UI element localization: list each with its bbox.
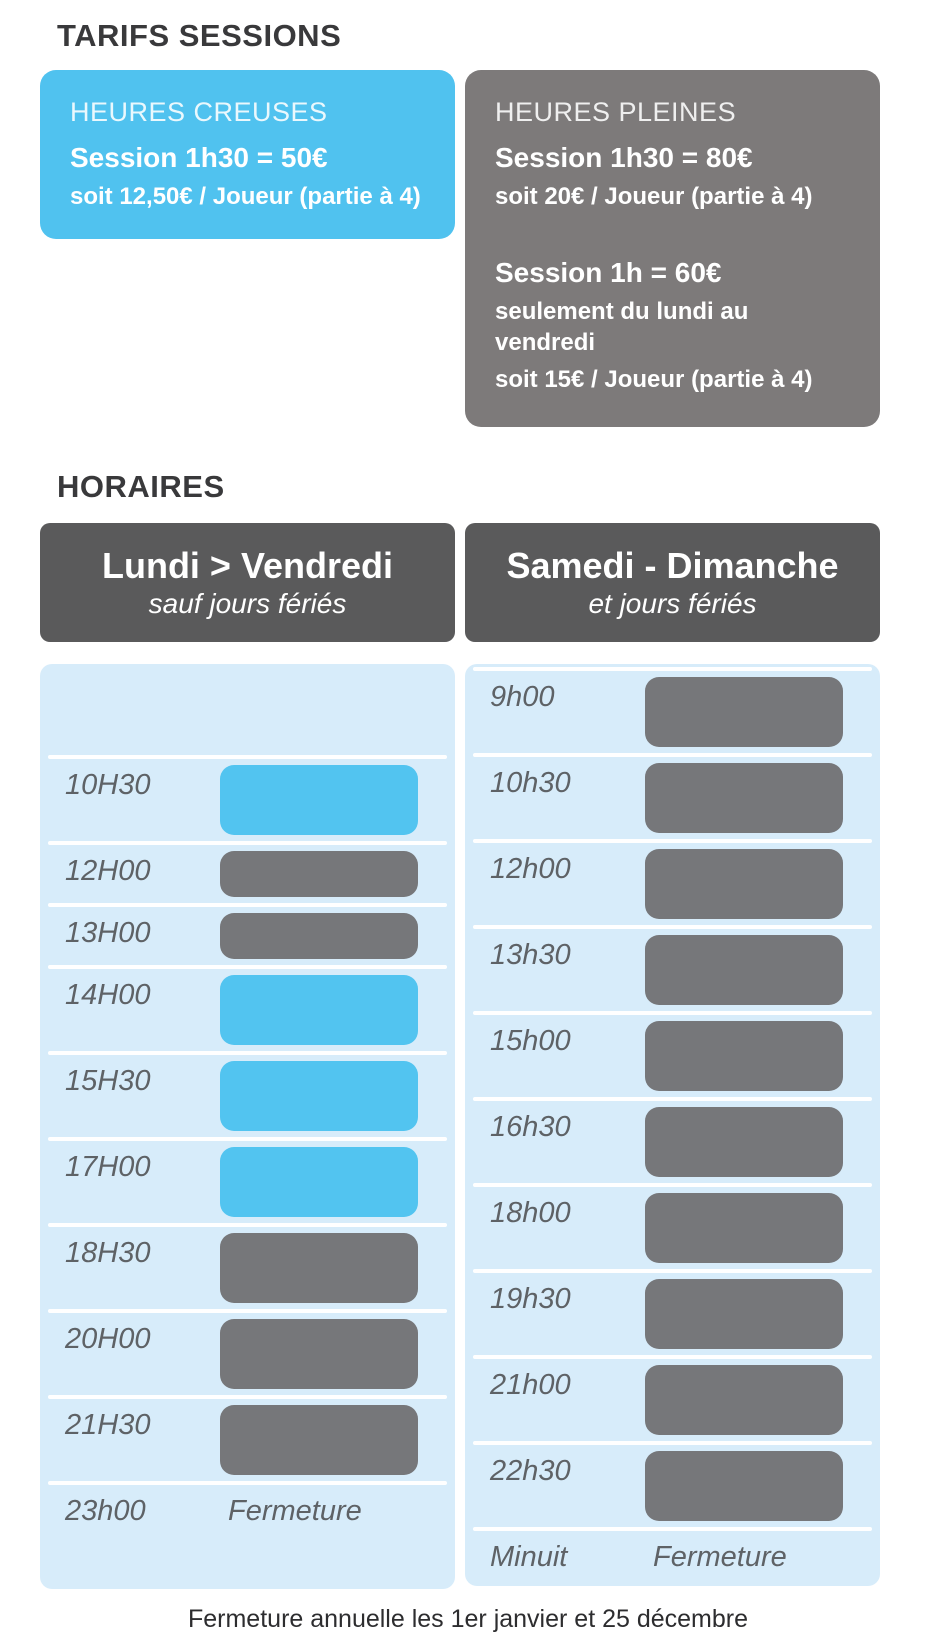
peak-session-block xyxy=(645,1451,843,1522)
schedule-row: 16h30 xyxy=(465,1097,880,1185)
peak-session-block xyxy=(220,851,418,898)
time-label: 16h30 xyxy=(490,1111,571,1144)
schedule-row: 15h00 xyxy=(465,1011,880,1099)
schedule-row: 15H30 xyxy=(40,1051,455,1139)
peak-session-block xyxy=(220,1319,418,1390)
peak-session-block xyxy=(645,1193,843,1264)
weekend-header-subtitle: et jours fériés xyxy=(588,587,757,619)
time-label: 19h30 xyxy=(490,1283,571,1316)
off-peak-session-block xyxy=(220,765,418,836)
horaires-title: HORAIRES xyxy=(57,469,225,505)
time-label: 10H30 xyxy=(65,769,151,802)
schedule-row: 14H00 xyxy=(40,965,455,1053)
schedule-row: 10H30 xyxy=(40,755,455,843)
off-peak-session-block xyxy=(220,1147,418,1218)
peak-session-block xyxy=(645,677,843,748)
peak-session-block xyxy=(220,1405,418,1476)
peak-per-player-1h30: soit 20€ / Joueur (partie à 4) xyxy=(495,183,813,211)
weekdays-header-subtitle: sauf jours fériés xyxy=(148,587,347,619)
time-label: 14H00 xyxy=(65,979,151,1012)
time-label: 13h30 xyxy=(490,939,571,972)
time-label: 22h30 xyxy=(490,1455,571,1488)
schedule-row: Minuit Fermeture xyxy=(465,1527,880,1586)
time-label: 23h00 xyxy=(65,1495,146,1528)
schedule-row: 18H30 xyxy=(40,1223,455,1311)
time-label: 15H30 xyxy=(65,1065,151,1098)
peak-per-player-1h: soit 15€ / Joueur (partie à 4) xyxy=(495,365,813,393)
time-label: 18H30 xyxy=(65,1237,151,1270)
closing-label: Fermeture xyxy=(653,1541,787,1574)
tariff-cards: HEURES CREUSES Session 1h30 = 50€ soit 1… xyxy=(40,70,896,428)
peak-price-1h30: Session 1h30 = 80€ xyxy=(495,142,753,174)
peak-label: HEURES PLEINES xyxy=(495,97,737,127)
schedule: Lundi > Vendredi sauf jours fériés 10H30… xyxy=(40,523,896,1590)
time-label: 17H00 xyxy=(65,1151,151,1184)
weekdays-header-title: Lundi > Vendredi xyxy=(101,544,394,586)
time-label: 12H00 xyxy=(65,855,151,888)
time-label xyxy=(40,664,220,757)
page-title: TARIFS SESSIONS xyxy=(57,18,342,53)
schedule-row: 13h30 xyxy=(465,925,880,1013)
peak-session-block xyxy=(645,1279,843,1350)
peak-session-block xyxy=(220,913,418,960)
schedule-row: 20H00 xyxy=(40,1309,455,1397)
peak-session-block xyxy=(645,849,843,920)
peak-condition: seulement du lundi au vendredi xyxy=(495,297,749,356)
time-label: 21h00 xyxy=(490,1369,571,1402)
peak-session-block xyxy=(220,1233,418,1304)
weekend-header-title: Samedi - Dimanche xyxy=(506,544,839,586)
annual-closing-note: Fermeture annuelle les 1er janvier et 25… xyxy=(187,1605,749,1634)
off-peak-label: HEURES CREUSES xyxy=(70,97,328,127)
weekend-panel: 9h00 10h30 12h00 13h30 15h00 16h30 18h00 19h30 2… xyxy=(465,664,880,1587)
schedule-row: 10h30 xyxy=(465,753,880,841)
weekend-header: Samedi - Dimanche et jours fériés xyxy=(465,523,880,643)
off-peak-price: Session 1h30 = 50€ xyxy=(70,142,328,174)
off-peak-per-player: soit 12,50€ / Joueur (partie à 4) xyxy=(70,183,421,211)
peak-price-1h: Session 1h = 60€ xyxy=(495,256,722,288)
off-peak-card: HEURES CREUSES Session 1h30 = 50€ soit 1… xyxy=(40,70,455,239)
schedule-row: 21H30 xyxy=(40,1395,455,1483)
closing-label: Fermeture xyxy=(228,1495,362,1528)
off-peak-session-block xyxy=(220,1061,418,1132)
peak-card: HEURES PLEINES Session 1h30 = 80€ soit 2… xyxy=(465,70,880,428)
time-label: 21H30 xyxy=(65,1409,151,1442)
schedule-row: 9h00 xyxy=(465,667,880,755)
weekdays-header: Lundi > Vendredi sauf jours fériés xyxy=(40,523,455,643)
schedule-row: 17H00 xyxy=(40,1137,455,1225)
weekend-column: Samedi - Dimanche et jours fériés 9h00 10… xyxy=(465,523,880,1587)
time-label: 12h00 xyxy=(490,853,571,886)
weekdays-column: Lundi > Vendredi sauf jours fériés 10H30… xyxy=(40,523,455,1590)
time-label: 15h00 xyxy=(490,1025,571,1058)
peak-session-block xyxy=(645,1107,843,1178)
peak-session-block xyxy=(645,935,843,1006)
schedule-row: 19h30 xyxy=(465,1269,880,1357)
time-label: 9h00 xyxy=(490,681,555,714)
schedule-row: 13H00 xyxy=(40,903,455,967)
schedule-row: 12h00 xyxy=(465,839,880,927)
schedule-row: 18h00 xyxy=(465,1183,880,1271)
schedule-row: 22h30 xyxy=(465,1441,880,1529)
time-label: 18h00 xyxy=(490,1197,571,1230)
schedule-row: 12H00 xyxy=(40,841,455,905)
time-label: Minuit xyxy=(490,1541,568,1574)
weekdays-panel: 10H30 12H00 13H00 14H00 15H30 17H00 18H30 20H00… xyxy=(40,664,455,1590)
time-label: 13H00 xyxy=(65,917,151,950)
schedule-row xyxy=(40,664,455,757)
schedule-row: 21h00 xyxy=(465,1355,880,1443)
peak-session-block xyxy=(645,1021,843,1092)
off-peak-session-block xyxy=(220,975,418,1046)
peak-session-block xyxy=(645,1365,843,1436)
time-label: 20H00 xyxy=(65,1323,151,1356)
peak-session-block xyxy=(645,763,843,834)
schedule-row: 23h00 Fermeture xyxy=(40,1481,455,1589)
time-label: 10h30 xyxy=(490,767,571,800)
